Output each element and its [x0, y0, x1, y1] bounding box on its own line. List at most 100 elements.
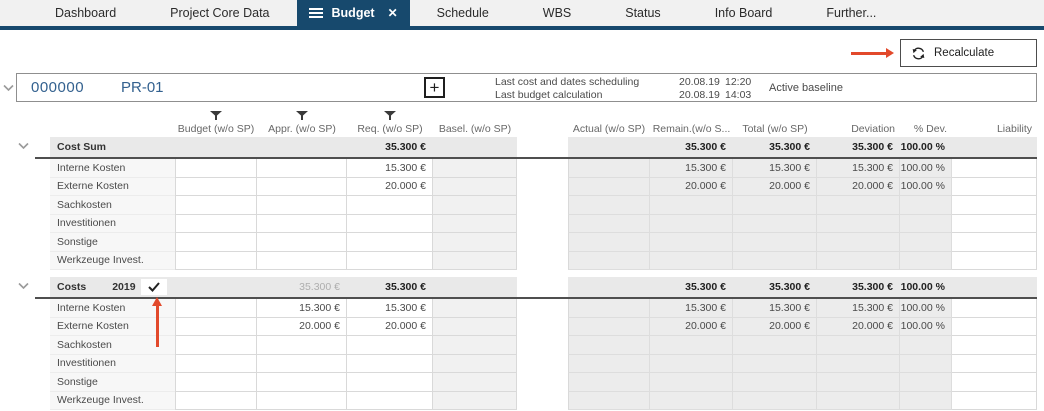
cell-appr[interactable]: [257, 177, 347, 196]
plus-icon[interactable]: +: [424, 77, 445, 98]
column-gap: [517, 373, 568, 392]
cell-liability[interactable]: [952, 391, 1037, 410]
tab-wbs[interactable]: WBS: [542, 6, 572, 20]
cell-req[interactable]: 15.300 €: [347, 159, 433, 178]
cell-appr[interactable]: [257, 196, 347, 215]
recalculate-button[interactable]: Recalculate: [900, 39, 1037, 67]
column-header-remain[interactable]: Remain.(w/o S...: [652, 123, 731, 135]
cell-req[interactable]: 20.000 €: [347, 177, 433, 196]
cell-budget[interactable]: [175, 177, 257, 196]
table-row: Sachkosten: [0, 336, 1044, 355]
cell-budget[interactable]: [175, 214, 257, 233]
cell-appr[interactable]: 20.000 €: [257, 317, 347, 336]
info-date: 20.08.19: [679, 88, 720, 101]
hamburger-icon[interactable]: [308, 6, 323, 20]
filter-icon: [210, 111, 222, 120]
cell-req[interactable]: [347, 373, 433, 392]
chevron-down-icon[interactable]: [18, 281, 29, 293]
cell-liability[interactable]: [952, 233, 1037, 252]
section-title-text: Costs: [57, 280, 87, 293]
cell-appr: [257, 137, 347, 157]
cell-budget[interactable]: [175, 233, 257, 252]
column-gap: [517, 177, 568, 196]
cell-budget[interactable]: [175, 251, 257, 270]
cell-liability[interactable]: [952, 373, 1037, 392]
row-gutter: [0, 299, 50, 318]
cell-remain: [650, 251, 733, 270]
tab-dashboard[interactable]: Dashboard: [55, 6, 117, 20]
cell-req[interactable]: 15.300 €: [347, 299, 433, 318]
column-header-actual[interactable]: Actual (w/o SP): [572, 123, 646, 135]
cell-appr[interactable]: [257, 391, 347, 410]
cell-deviation: 35.300 €: [817, 137, 900, 157]
cell-liability[interactable]: [952, 354, 1037, 373]
tab-schedule[interactable]: Schedule: [436, 6, 489, 20]
chevron-down-icon[interactable]: [3, 79, 14, 97]
cell-req[interactable]: [347, 391, 433, 410]
project-code[interactable]: 000000: [31, 79, 85, 96]
tab-project-core-data[interactable]: Project Core Data: [170, 6, 270, 20]
cell-budget[interactable]: [175, 354, 257, 373]
cell-req[interactable]: [347, 214, 433, 233]
column-header-req[interactable]: Req. (w/o SP): [347, 111, 433, 137]
cell-basel: [433, 336, 517, 355]
cell-pdev: 100.00 %: [900, 159, 952, 178]
cell-liability[interactable]: [952, 251, 1037, 270]
cell-budget[interactable]: [175, 317, 257, 336]
cell-budget[interactable]: [175, 373, 257, 392]
annotation-arrow-recalculate: [851, 48, 894, 58]
tab-info-board[interactable]: Info Board: [714, 6, 773, 20]
cell-remain: 15.300 €: [650, 299, 733, 318]
row-label: Externe Kosten: [50, 177, 175, 196]
project-name[interactable]: PR-01: [121, 79, 164, 96]
close-icon[interactable]: ✕: [387, 6, 398, 20]
cell-budget[interactable]: [175, 391, 257, 410]
cell-liability[interactable]: [952, 159, 1037, 178]
cell-appr[interactable]: [257, 159, 347, 178]
tab-status[interactable]: Status: [625, 6, 661, 20]
column-header-basel[interactable]: Basel. (w/o SP): [438, 123, 512, 135]
check-icon[interactable]: [141, 278, 167, 295]
row-label: Werkzeuge Invest.: [50, 251, 175, 270]
section-header-row: Cost Sum 35.300 €35.300 €35.300 €35.300 €…: [0, 137, 1044, 157]
cell-liability[interactable]: [952, 214, 1037, 233]
column-header-budget[interactable]: Budget (w/o SP): [175, 111, 257, 137]
cell-req[interactable]: [347, 251, 433, 270]
cell-budget[interactable]: [175, 336, 257, 355]
cell-liability[interactable]: [952, 299, 1037, 318]
chevron-down-icon[interactable]: [18, 141, 29, 153]
tab-further[interactable]: Further...: [826, 6, 877, 20]
cell-remain: [650, 233, 733, 252]
cell-budget[interactable]: [175, 196, 257, 215]
cell-req[interactable]: [347, 196, 433, 215]
cell-budget[interactable]: [175, 159, 257, 178]
column-header-appr[interactable]: Appr. (w/o SP): [257, 111, 347, 137]
cell-remain: 35.300 €: [650, 277, 733, 297]
column-header-total[interactable]: Total (w/o SP): [742, 123, 808, 135]
row-gutter: [0, 196, 50, 215]
cell-deviation: [817, 336, 900, 355]
cell-appr[interactable]: [257, 354, 347, 373]
cell-liability[interactable]: [952, 336, 1037, 355]
column-header-deviation[interactable]: Deviation: [851, 123, 895, 135]
cell-basel: [433, 159, 517, 178]
cell-req[interactable]: [347, 233, 433, 252]
cell-appr[interactable]: [257, 214, 347, 233]
cell-appr[interactable]: [257, 251, 347, 270]
tab-budget[interactable]: Budget ✕: [296, 0, 410, 26]
cell-budget[interactable]: [175, 299, 257, 318]
cell-appr[interactable]: 15.300 €: [257, 299, 347, 318]
cell-req[interactable]: [347, 354, 433, 373]
cell-liability[interactable]: [952, 196, 1037, 215]
cell-appr[interactable]: [257, 336, 347, 355]
cell-req[interactable]: [347, 336, 433, 355]
cell-actual: [568, 336, 650, 355]
column-header-liability[interactable]: Liability: [996, 123, 1032, 135]
cell-req[interactable]: 20.000 €: [347, 317, 433, 336]
column-header-pdev[interactable]: % Dev.: [913, 123, 947, 135]
cell-pdev: [900, 196, 952, 215]
cell-appr[interactable]: [257, 373, 347, 392]
cell-liability[interactable]: [952, 317, 1037, 336]
cell-appr[interactable]: [257, 233, 347, 252]
cell-liability[interactable]: [952, 177, 1037, 196]
